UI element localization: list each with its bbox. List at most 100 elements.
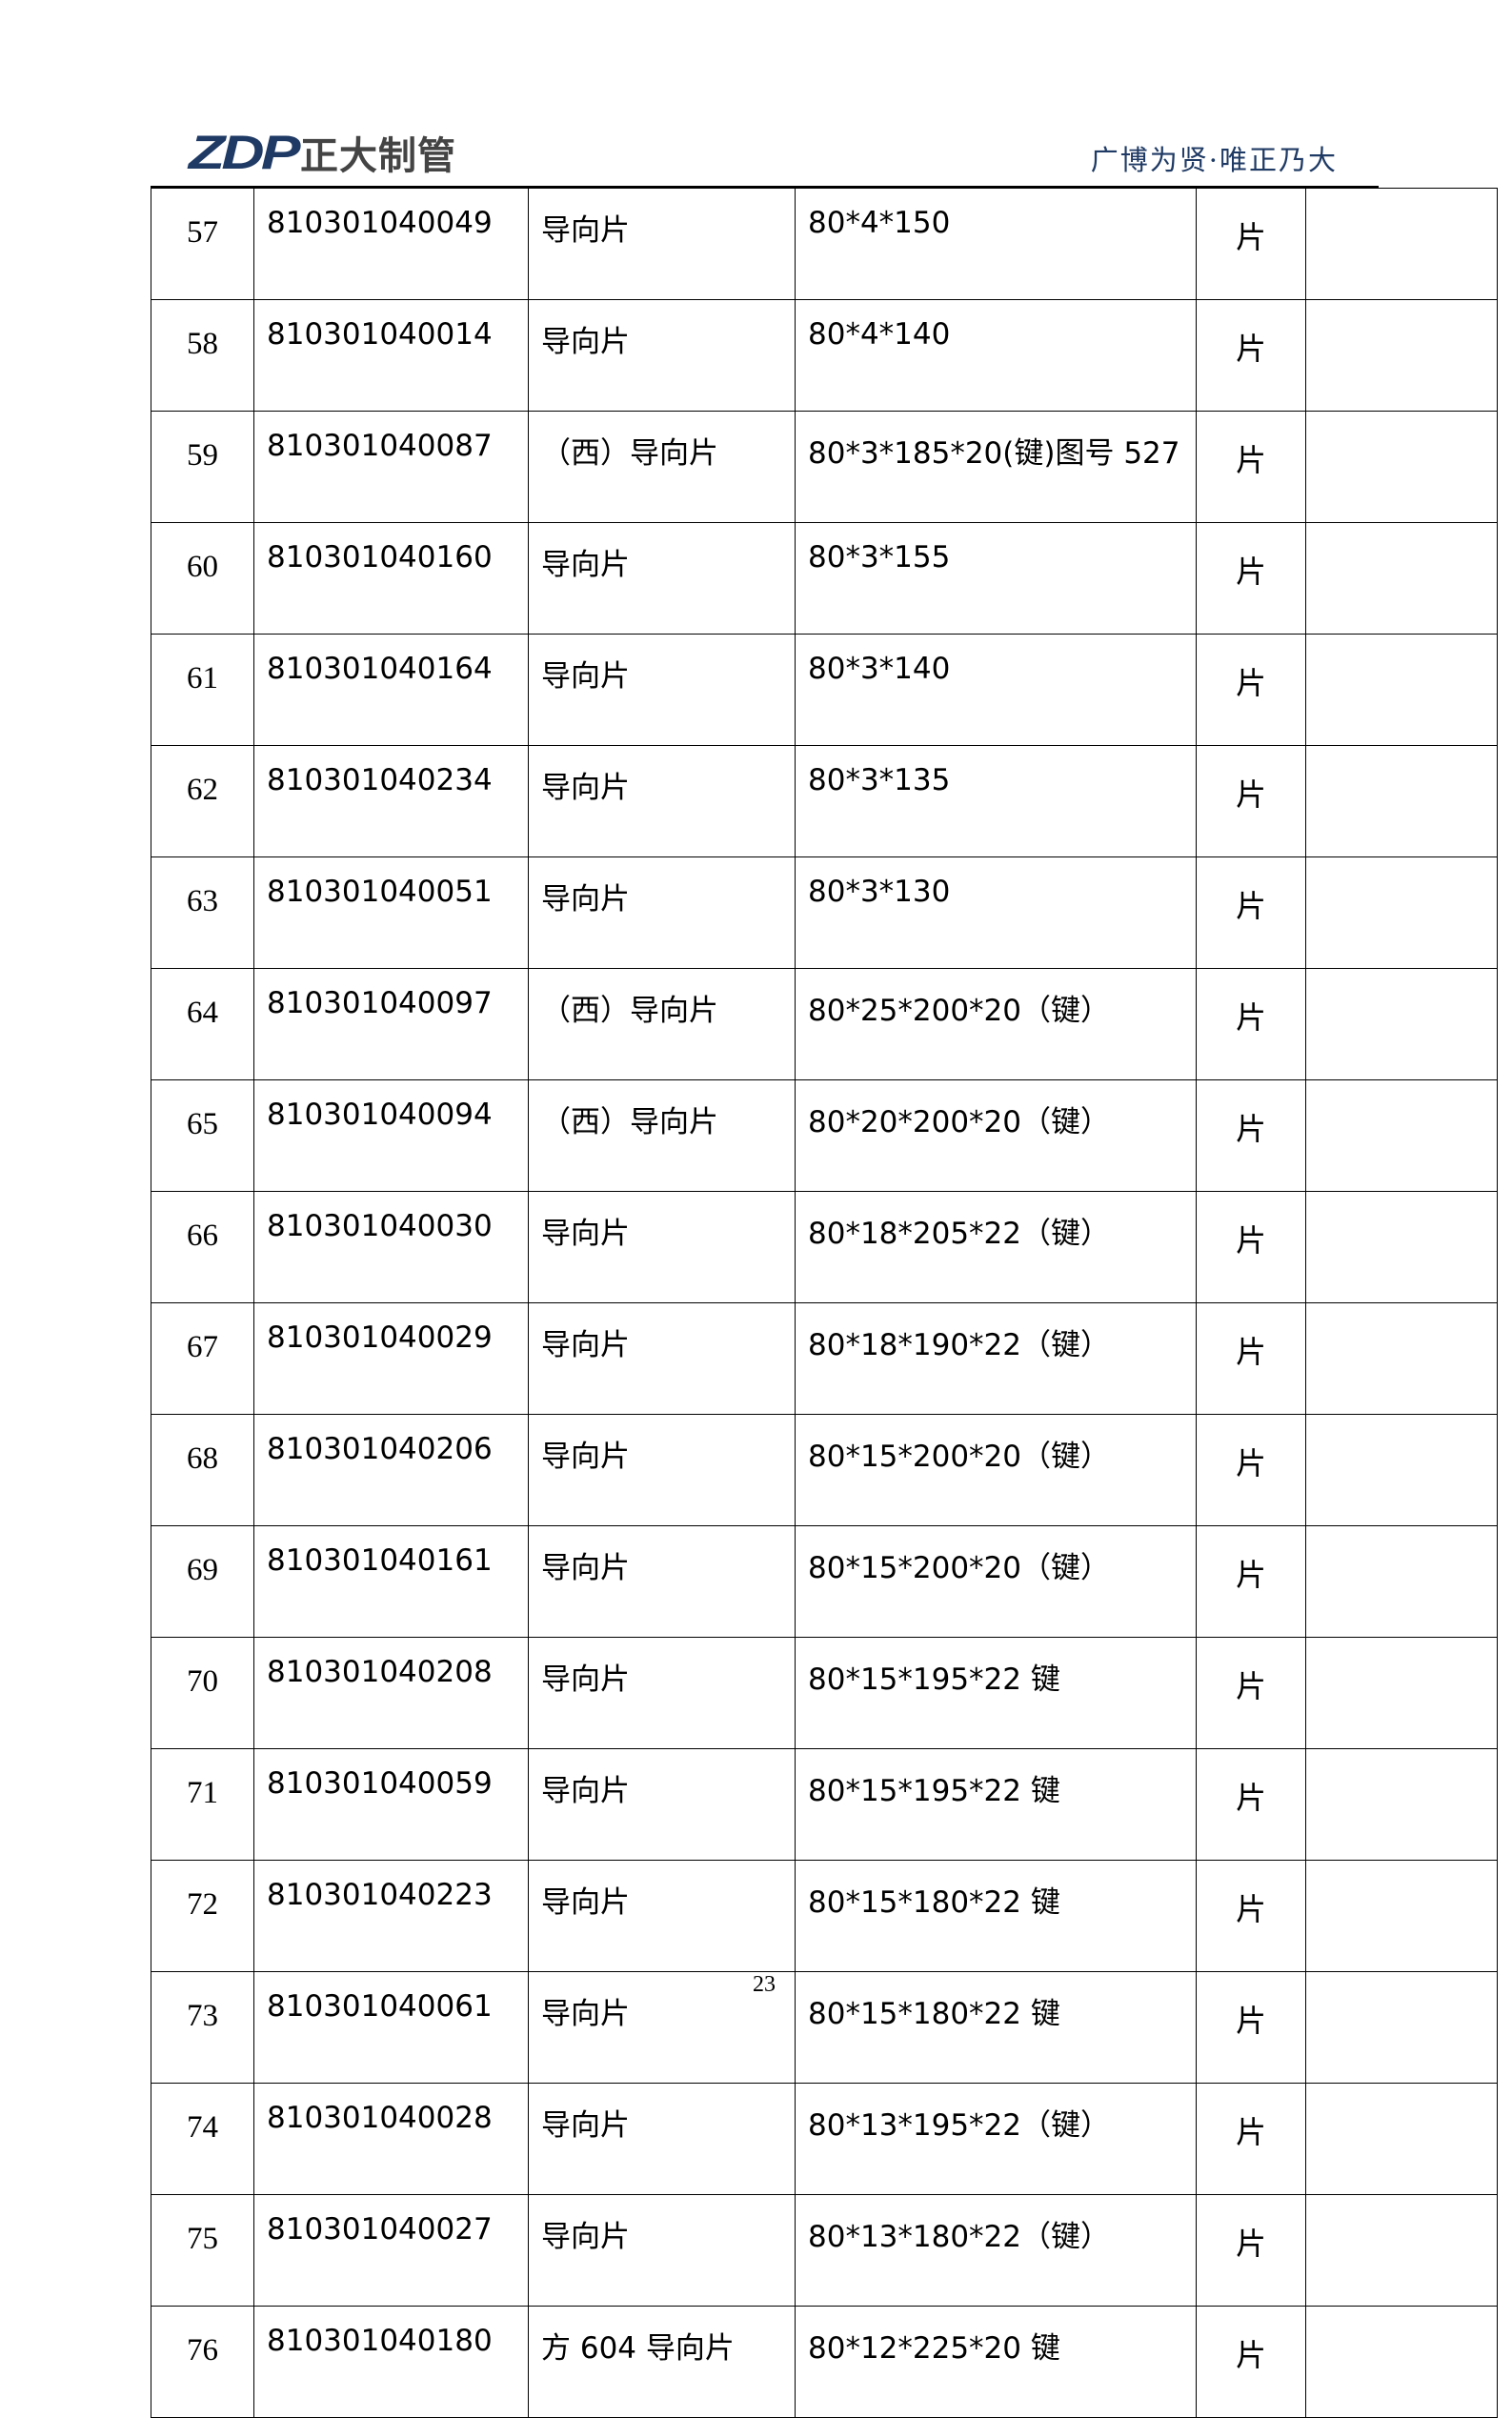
cell-note [1305,299,1498,412]
cell-unit: 片 [1196,1637,1306,1749]
table-row: 74 810301040028 导向片 80*13*195*22（键）片 [151,2083,1498,2195]
cell-name: 导向片 [528,188,796,300]
cell-spec: 80*13*180*22（键） [795,2194,1197,2307]
cell-code: 810301040061 [253,1971,529,2084]
cell-code: 810301040208 [253,1637,529,1749]
table-row: 68 810301040206 导向片 80*15*200*20（键）片 [151,1414,1498,1526]
cell-spec: 80*3*135 [795,745,1197,857]
cell-code: 810301040059 [253,1748,529,1861]
cell-no: 74 [151,2083,254,2195]
cell-name: 导向片 [528,2194,796,2307]
table-row: 71 810301040059 导向片 80*15*195*22 键片 [151,1748,1498,1861]
cell-note [1305,411,1498,523]
cell-note [1305,1525,1498,1638]
cell-note [1305,2194,1498,2307]
cell-spec: 80*3*185*20(键)图号 527 [795,411,1197,523]
cell-code: 810301040030 [253,1191,529,1303]
cell-note [1305,1079,1498,1192]
cell-no: 66 [151,1191,254,1303]
header-divider [151,186,1379,188]
cell-name: （西）导向片 [528,968,796,1080]
cell-name: 导向片 [528,745,796,857]
cell-name: 导向片 [528,1971,796,2084]
cell-unit: 片 [1196,1971,1306,2084]
cell-spec: 80*15*200*20（键） [795,1414,1197,1526]
cell-note [1305,188,1498,300]
cell-spec: 80*18*205*22（键） [795,1191,1197,1303]
cell-no: 59 [151,411,254,523]
cell-name: （西）导向片 [528,1079,796,1192]
cell-unit: 片 [1196,968,1306,1080]
cell-note [1305,522,1498,635]
cell-code: 810301040087 [253,411,529,523]
cell-no: 61 [151,634,254,746]
table-row: 57 810301040049 导向片 80*4*150 片 [151,188,1498,300]
cell-code: 810301040029 [253,1302,529,1415]
company-logo: ZDP 正大制管 [189,126,456,179]
cell-code: 810301040051 [253,856,529,969]
cell-spec: 80*15*195*22 键 [795,1748,1197,1861]
cell-spec: 80*15*195*22 键 [795,1637,1197,1749]
cell-unit: 片 [1196,2083,1306,2195]
cell-note [1305,745,1498,857]
logo-mark: ZDP [189,126,301,179]
table-row: 76 810301040180 方 604 导向片 80*12*225*20 键片 [151,2306,1498,2418]
cell-no: 69 [151,1525,254,1638]
table-row: 73 810301040061 导向片 80*15*180*22 键片 [151,1971,1498,2084]
cell-name: 导向片 [528,2083,796,2195]
cell-name: 导向片 [528,522,796,635]
cell-code: 810301040161 [253,1525,529,1638]
cell-no: 67 [151,1302,254,1415]
cell-code: 810301040027 [253,2194,529,2307]
table-row: 58 810301040014 导向片 80*4*140 片 [151,299,1498,412]
cell-code: 810301040223 [253,1860,529,1972]
table-row: 59 810301040087 （西）导向片 80*3*185*20(键)图号 527… [151,411,1498,523]
cell-code: 810301040049 [253,188,529,300]
cell-note [1305,968,1498,1080]
cell-code: 810301040164 [253,634,529,746]
table-row: 65 810301040094 （西）导向片 80*20*200*20（键）片 [151,1079,1498,1192]
cell-unit: 片 [1196,1302,1306,1415]
cell-name: 导向片 [528,634,796,746]
cell-no: 63 [151,856,254,969]
cell-note [1305,1971,1498,2084]
cell-code: 810301040014 [253,299,529,412]
company-motto: 广博为贤·唯正乃大 [1090,144,1338,176]
cell-unit: 片 [1196,299,1306,412]
cell-code: 810301040206 [253,1414,529,1526]
cell-code: 810301040180 [253,2306,529,2418]
cell-no: 70 [151,1637,254,1749]
cell-spec: 80*4*140 [795,299,1197,412]
cell-note [1305,2083,1498,2195]
cell-spec: 80*15*180*22 键 [795,1971,1197,2084]
cell-unit: 片 [1196,1414,1306,1526]
cell-spec: 80*3*155 [795,522,1197,635]
cell-unit: 片 [1196,1079,1306,1192]
table-row: 67 810301040029 导向片 80*18*190*22（键）片 [151,1302,1498,1415]
cell-spec: 80*12*225*20 键 [795,2306,1197,2418]
cell-note [1305,1191,1498,1303]
cell-unit: 片 [1196,1860,1306,1972]
table-row: 70 810301040208 导向片 80*15*195*22 键片 [151,1637,1498,1749]
table-row: 69 810301040161 导向片 80*15*200*20（键）片 [151,1525,1498,1638]
table-row: 61 810301040164 导向片 80*3*140 片 [151,634,1498,746]
cell-name: 导向片 [528,1860,796,1972]
cell-no: 76 [151,2306,254,2418]
table-row: 64 810301040097 （西）导向片 80*25*200*20（键）片 [151,968,1498,1080]
cell-name: 导向片 [528,1191,796,1303]
cell-code: 810301040160 [253,522,529,635]
cell-no: 62 [151,745,254,857]
cell-unit: 片 [1196,2194,1306,2307]
cell-code: 810301040094 [253,1079,529,1192]
cell-unit: 片 [1196,1525,1306,1638]
parts-table: 57 810301040049 导向片 80*4*150 片 58 810301040014… [151,188,1498,2418]
cell-name: 导向片 [528,856,796,969]
cell-spec: 80*20*200*20（键） [795,1079,1197,1192]
cell-note [1305,634,1498,746]
cell-note [1305,1414,1498,1526]
cell-spec: 80*3*140 [795,634,1197,746]
cell-unit: 片 [1196,856,1306,969]
cell-note [1305,2306,1498,2418]
cell-no: 68 [151,1414,254,1526]
cell-no: 65 [151,1079,254,1192]
